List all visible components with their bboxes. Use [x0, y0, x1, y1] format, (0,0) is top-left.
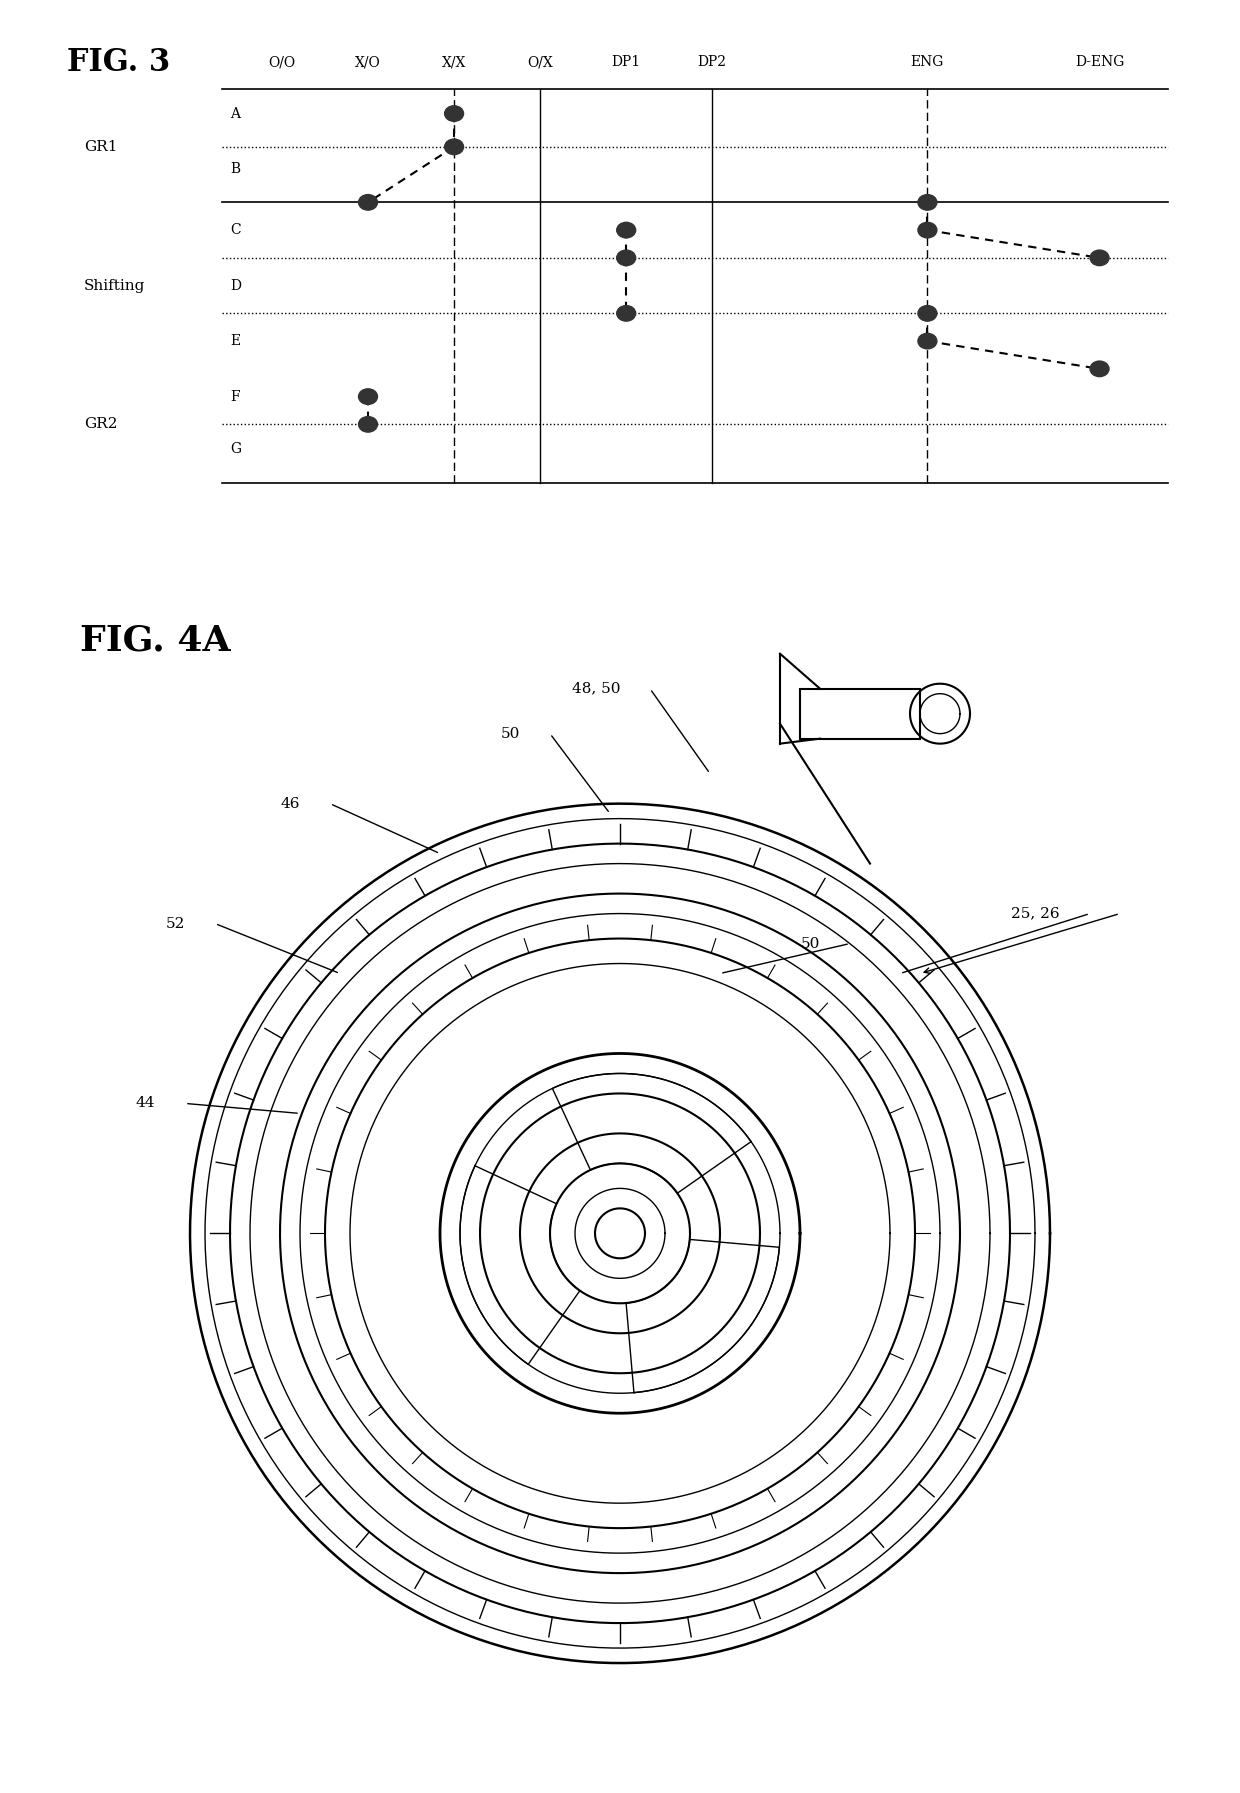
Text: O/X: O/X [527, 56, 553, 70]
Text: D-ENG: D-ENG [1075, 56, 1125, 70]
Text: FIG. 4A: FIG. 4A [81, 624, 231, 658]
Text: 50: 50 [501, 726, 520, 741]
Ellipse shape [616, 249, 636, 265]
Text: X/X: X/X [441, 56, 466, 70]
Text: 52: 52 [166, 916, 185, 931]
Ellipse shape [616, 222, 636, 238]
Text: G: G [231, 443, 242, 455]
Bar [800, 689, 920, 739]
Text: D: D [231, 278, 242, 292]
Text: B: B [231, 161, 241, 176]
Text: X/O: X/O [355, 56, 381, 70]
Ellipse shape [616, 305, 636, 321]
Ellipse shape [358, 389, 377, 405]
Ellipse shape [918, 333, 937, 350]
Text: GR2: GR2 [84, 418, 118, 432]
Text: A: A [231, 106, 241, 120]
Text: DP1: DP1 [611, 56, 641, 70]
Ellipse shape [358, 195, 377, 210]
Ellipse shape [358, 416, 377, 432]
Text: ENG: ENG [910, 56, 944, 70]
Text: 46: 46 [280, 796, 300, 810]
Ellipse shape [445, 140, 464, 154]
Ellipse shape [1090, 249, 1109, 265]
Text: FIG. 3: FIG. 3 [67, 47, 170, 77]
Ellipse shape [918, 222, 937, 238]
Text: 44: 44 [135, 1097, 155, 1110]
Text: O/O: O/O [268, 56, 295, 70]
Text: E: E [231, 333, 241, 348]
Text: 48, 50: 48, 50 [572, 681, 620, 696]
Text: DP2: DP2 [698, 56, 727, 70]
Ellipse shape [1090, 360, 1109, 377]
Text: C: C [231, 222, 241, 237]
Ellipse shape [445, 106, 464, 122]
Text: 25, 26: 25, 26 [1012, 907, 1060, 920]
Text: GR1: GR1 [84, 140, 118, 154]
Ellipse shape [918, 305, 937, 321]
Text: Shifting: Shifting [84, 278, 145, 292]
Ellipse shape [918, 195, 937, 210]
Text: 50: 50 [801, 936, 820, 950]
Text: F: F [231, 389, 241, 403]
